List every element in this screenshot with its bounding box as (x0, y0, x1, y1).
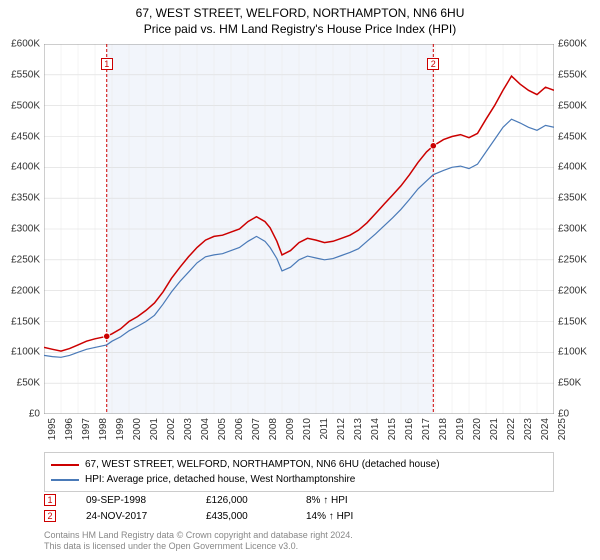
chart-container: 67, WEST STREET, WELFORD, NORTHAMPTON, N… (0, 0, 600, 560)
y-tick-label-right: £150K (558, 316, 587, 327)
y-tick-label: £550K (11, 69, 40, 80)
x-tick-label: 2009 (285, 418, 296, 440)
y-tick-label: £450K (11, 131, 40, 142)
event-marker-1: 1 (101, 58, 113, 70)
sale-marker-icon: 1 (44, 494, 56, 506)
x-tick-label: 2020 (472, 418, 483, 440)
legend-item: HPI: Average price, detached house, West… (51, 472, 547, 487)
sale-row: 2 24-NOV-2017 £435,000 14% ↑ HPI (44, 510, 554, 522)
sale-date: 09-SEP-1998 (86, 495, 176, 506)
footer-line1: Contains HM Land Registry data © Crown c… (44, 530, 353, 541)
legend-label: 67, WEST STREET, WELFORD, NORTHAMPTON, N… (85, 457, 440, 472)
y-tick-label: £200K (11, 285, 40, 296)
sale-price: £126,000 (206, 495, 276, 506)
y-tick-label-right: £550K (558, 69, 587, 80)
sale-vs-hpi: 8% ↑ HPI (306, 495, 348, 506)
y-tick-label: £600K (11, 39, 40, 50)
y-tick-label-right: £500K (558, 100, 587, 111)
x-tick-label: 2010 (302, 418, 313, 440)
x-tick-label: 2006 (234, 418, 245, 440)
x-tick-label: 2025 (557, 418, 568, 440)
x-tick-label: 1995 (47, 418, 58, 440)
x-tick-label: 2019 (455, 418, 466, 440)
y-tick-label: £50K (17, 378, 40, 389)
x-tick-label: 1999 (115, 418, 126, 440)
sale-row: 1 09-SEP-1998 £126,000 8% ↑ HPI (44, 494, 554, 506)
y-tick-label-right: £200K (558, 285, 587, 296)
y-tick-label: £350K (11, 193, 40, 204)
x-tick-label: 2005 (217, 418, 228, 440)
sales-table: 1 09-SEP-1998 £126,000 8% ↑ HPI 2 24-NOV-2017… (44, 494, 554, 526)
y-tick-label: £100K (11, 347, 40, 358)
x-tick-label: 2018 (438, 418, 449, 440)
x-tick-label: 2000 (132, 418, 143, 440)
y-tick-label: £400K (11, 162, 40, 173)
x-tick-label: 2004 (200, 418, 211, 440)
y-tick-label: £500K (11, 100, 40, 111)
x-tick-label: 2011 (319, 418, 330, 440)
sale-marker-icon: 2 (44, 510, 56, 522)
x-tick-label: 2015 (387, 418, 398, 440)
x-tick-label: 2022 (506, 418, 517, 440)
y-tick-label-right: £50K (558, 378, 581, 389)
legend-label: HPI: Average price, detached house, West… (85, 472, 355, 487)
sale-date: 24-NOV-2017 (86, 511, 176, 522)
y-tick-label-right: £350K (558, 193, 587, 204)
y-tick-label: £300K (11, 224, 40, 235)
y-tick-label: £250K (11, 254, 40, 265)
x-tick-label: 2013 (353, 418, 364, 440)
x-tick-label: 2001 (149, 418, 160, 440)
sale-vs-hpi: 14% ↑ HPI (306, 511, 353, 522)
chart-svg (44, 44, 554, 414)
x-tick-label: 2007 (251, 418, 262, 440)
y-tick-label-right: £600K (558, 39, 587, 50)
legend-box: 67, WEST STREET, WELFORD, NORTHAMPTON, N… (44, 452, 554, 492)
legend-swatch (51, 464, 79, 466)
x-tick-label: 2021 (489, 418, 500, 440)
event-marker-2: 2 (427, 58, 439, 70)
y-tick-label-right: £400K (558, 162, 587, 173)
x-tick-label: 2017 (421, 418, 432, 440)
y-tick-label-right: £450K (558, 131, 587, 142)
x-tick-label: 2012 (336, 418, 347, 440)
y-tick-label-right: £100K (558, 347, 587, 358)
x-tick-label: 2002 (166, 418, 177, 440)
attribution-footer: Contains HM Land Registry data © Crown c… (44, 530, 353, 553)
x-tick-label: 1997 (81, 418, 92, 440)
y-tick-label-right: £250K (558, 254, 587, 265)
x-tick-label: 1998 (98, 418, 109, 440)
x-tick-label: 1996 (64, 418, 75, 440)
legend-swatch (51, 479, 79, 481)
title-line1: 67, WEST STREET, WELFORD, NORTHAMPTON, N… (0, 6, 600, 22)
y-tick-label: £0 (29, 409, 40, 420)
x-tick-label: 2014 (370, 418, 381, 440)
y-tick-label-right: £300K (558, 224, 587, 235)
x-tick-label: 2024 (540, 418, 551, 440)
y-tick-label: £150K (11, 316, 40, 327)
x-tick-label: 2003 (183, 418, 194, 440)
chart-title: 67, WEST STREET, WELFORD, NORTHAMPTON, N… (0, 0, 600, 37)
title-line2: Price paid vs. HM Land Registry's House … (0, 22, 600, 38)
legend-item: 67, WEST STREET, WELFORD, NORTHAMPTON, N… (51, 457, 547, 472)
sale-price: £435,000 (206, 511, 276, 522)
x-tick-label: 2016 (404, 418, 415, 440)
plot-area: £0£0£50K£50K£100K£100K£150K£150K£200K£20… (44, 44, 554, 414)
x-tick-label: 2023 (523, 418, 534, 440)
footer-line2: This data is licensed under the Open Gov… (44, 541, 353, 552)
x-tick-label: 2008 (268, 418, 279, 440)
